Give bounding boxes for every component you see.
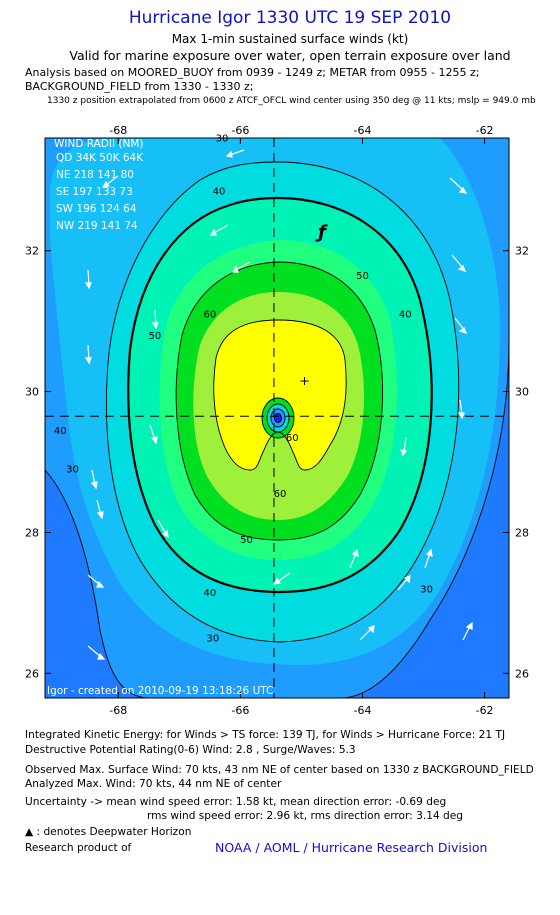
y-tick-label-left: 26 — [25, 667, 39, 680]
max-wind-marker — [300, 377, 309, 386]
research-product-label: Research product of — [25, 842, 132, 854]
wind-arrow — [101, 175, 119, 188]
wind-radii-table: WIND RADII (NM) QD 34K 50K 64K NE 218 14… — [54, 138, 144, 232]
wind-arrow — [225, 149, 245, 158]
contour-label: 50 — [356, 271, 369, 282]
contour-label: 50 — [149, 331, 162, 342]
wind-arrow — [87, 574, 105, 588]
chart-title: Hurricane Igor 1330 UTC 19 SEP 2010 — [128, 8, 452, 28]
x-tick-label-top: -62 — [476, 124, 494, 137]
contour-label: 30 — [66, 465, 79, 476]
wind-arrow — [424, 548, 433, 569]
y-tick-label-right: 28 — [515, 526, 529, 539]
wind-radii-row-nw: NW 219 141 74 — [56, 220, 138, 232]
wind-arrow — [84, 269, 92, 290]
wind-radii-row-sw: SW 196 124 64 — [56, 203, 137, 215]
contour-label: 50 — [240, 535, 253, 546]
contour-labels: 30 40 50 60 50 40 40 30 60 60 50 40 30 30 — [54, 134, 433, 645]
destructive-potential-line: Destructive Potential Rating(0-6) Wind: … — [25, 744, 356, 756]
wind-arrow — [349, 548, 359, 569]
wind-contour-lines — [45, 161, 509, 698]
wind-arrow — [397, 575, 411, 591]
fill-level-70 — [213, 320, 347, 470]
position-note: 1330 z position extrapolated from 0600 z… — [47, 96, 536, 106]
noaa-aoml-link[interactable]: NOAA / AOML / Hurricane Research Divisio… — [215, 840, 488, 855]
x-tick-label-top: -66 — [231, 124, 249, 137]
y-tick-label-left: 32 — [25, 245, 39, 258]
wind-arrow — [449, 177, 468, 194]
contour-label: 60 — [274, 489, 287, 500]
wind-arrow — [451, 254, 467, 272]
wind-arrow — [87, 645, 106, 660]
contour-label: 60 — [286, 433, 299, 444]
wind-arrow — [359, 625, 375, 641]
creation-stamp: Igor - created on 2010-09-19 13:18:26 UT… — [47, 685, 273, 697]
wind-arrow — [90, 469, 98, 490]
wind-radii-title: WIND RADII (NM) — [54, 138, 144, 150]
x-tick-label-bottom: -68 — [109, 704, 127, 717]
wind-radii-header: QD 34K 50K 64K — [56, 152, 144, 164]
wind-arrow — [157, 519, 169, 539]
wind-arrow — [400, 436, 408, 457]
y-tick-label-right: 26 — [515, 667, 529, 680]
x-tick-label-bottom: -64 — [353, 704, 371, 717]
contour-40 — [105, 161, 460, 643]
x-tick-label-bottom: -66 — [231, 704, 249, 717]
contour-label: 40 — [54, 426, 67, 437]
contour-50 — [127, 196, 433, 594]
center-crosshair — [45, 138, 509, 698]
y-tick-label-right: 32 — [515, 245, 529, 258]
x-tick-label-top: -64 — [353, 124, 371, 137]
ike-line: Integrated Kinetic Energy: for Winds > T… — [25, 729, 506, 741]
wind-contour-fills — [45, 138, 509, 698]
y-tick-label-left: 30 — [25, 386, 39, 399]
wind-radii-row-ne: NE 218 141 80 — [56, 169, 134, 181]
contour-label: 30 — [207, 634, 220, 645]
contour-label: 40 — [213, 186, 226, 197]
triangle-icon: ▲ — [25, 826, 34, 838]
wind-arrow — [462, 621, 473, 641]
contour-60 — [175, 261, 383, 541]
contour-label: 30 — [216, 134, 229, 145]
contour-label: 30 — [420, 584, 433, 595]
y-tick-label-right: 30 — [515, 386, 529, 399]
deepwater-legend-text: : denotes Deepwater Horizon — [33, 826, 192, 838]
wind-vectors — [84, 149, 473, 660]
validity-note: Valid for marine exposure over water, op… — [69, 48, 511, 63]
analysis-sources-line1: Analysis based on MOORED_BUOY from 0939 … — [25, 66, 480, 79]
contour-label: 40 — [203, 588, 216, 599]
wind-arrow — [84, 344, 92, 365]
contour-30 — [45, 339, 509, 698]
wind-arrow — [209, 224, 229, 236]
uncertainty-line1: Uncertainty -> mean wind speed error: 1.… — [25, 796, 447, 808]
uncertainty-line2: rms wind speed error: 2.96 kt, rms direc… — [147, 810, 464, 822]
chart-subtitle: Max 1-min sustained surface winds (kt) — [171, 32, 409, 46]
analysis-sources-line2: BACKGROUND_FIELD from 1330 - 1330 z; — [25, 80, 254, 93]
wind-arrow — [272, 572, 291, 585]
x-tick-label-top: -68 — [109, 124, 127, 137]
plot-frame — [44, 137, 510, 699]
contour-label: 40 — [399, 310, 412, 321]
wind-arrow — [457, 399, 465, 420]
hurricane-symbol-icon: ƒ — [315, 222, 328, 243]
y-tick-label-left: 28 — [25, 526, 39, 539]
wind-arrow — [151, 309, 159, 330]
wind-arrow — [454, 317, 468, 334]
wind-arrow — [96, 499, 104, 520]
deepwater-legend: ▲ : denotes Deepwater Horizon — [25, 826, 191, 838]
axis-ticks: -68 -68 -66 -66 -64 -64 -62 -62 26 26 28 28 30 30 32 32 — [25, 124, 529, 717]
contour-label: 60 — [203, 310, 216, 321]
observed-max-wind-line: Observed Max. Surface Wind: 70 kts, 43 n… — [25, 764, 534, 776]
analyzed-max-wind-line: Analyzed Max. Wind: 70 kts, 44 nm NE of … — [25, 778, 282, 790]
wind-arrow — [231, 261, 251, 273]
wind-arrow — [149, 424, 158, 445]
wind-radii-row-se: SE 197 133 73 — [56, 186, 133, 198]
x-tick-label-bottom: -62 — [476, 704, 494, 717]
wind-field-chart: ƒ -68 -68 -66 -66 -64 -64 -62 -62 26 26 28 28 30 30 32… — [25, 124, 529, 717]
